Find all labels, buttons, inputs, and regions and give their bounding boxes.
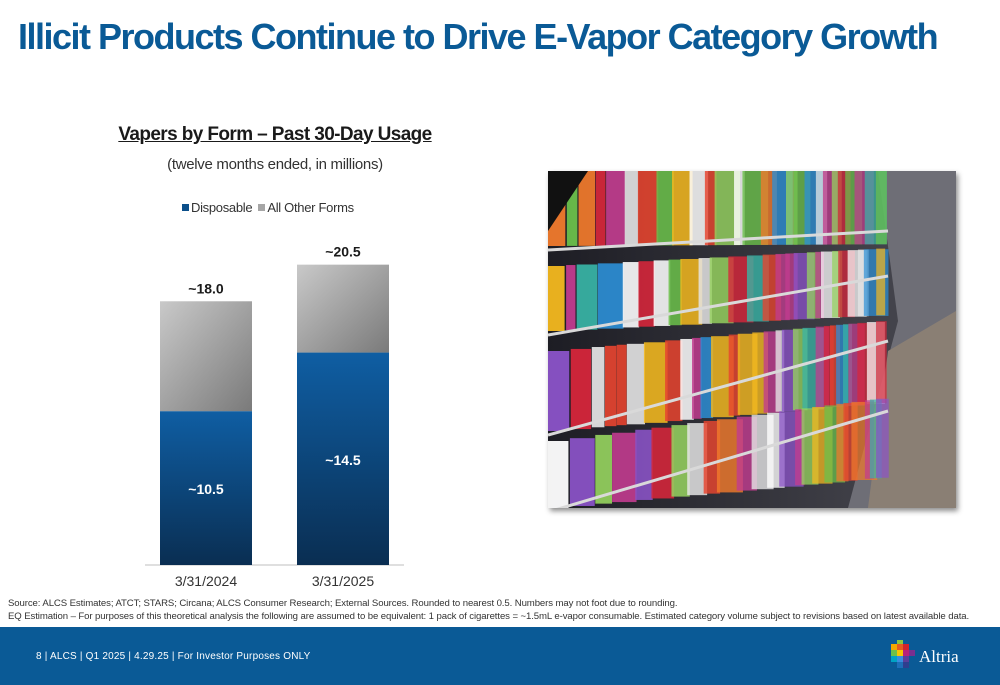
x-tick-label-1: 3/31/2025 (312, 573, 374, 589)
shelf-product (703, 420, 721, 494)
shelf-edge (548, 229, 889, 252)
shelf-product (704, 171, 717, 246)
shelf-product (836, 324, 848, 407)
logo-text: Altria (919, 647, 959, 666)
total-label-1: ~20.5 (325, 244, 361, 260)
shelf-product (624, 171, 639, 246)
data-label-disposable-1: ~14.5 (325, 452, 361, 468)
shelf-product (876, 248, 886, 316)
shelf-product (616, 344, 627, 426)
shelf-product (566, 171, 578, 246)
shelf-product (638, 261, 655, 327)
shelf-product (869, 399, 882, 479)
shelf-product (595, 434, 613, 504)
shelf-product (795, 409, 805, 486)
shelf-product (665, 340, 683, 422)
shelf-edge (548, 339, 889, 437)
shelf-edge (556, 409, 889, 508)
total-label-0: ~18.0 (188, 280, 224, 296)
bar-disposable-1 (297, 352, 389, 565)
bar-other-forms-0 (160, 301, 252, 412)
shelf-product (570, 348, 592, 430)
shelf-product (643, 342, 668, 423)
shelf-product (692, 337, 702, 419)
store-shelf-photo (548, 171, 956, 508)
legend-item-other: All Other Forms (258, 200, 354, 215)
footer-bar: 8 | ALCS | Q1 2025 | 4.29.25 | For Inves… (0, 627, 1000, 685)
bar-other-forms-1 (297, 264, 389, 353)
shelf-product (687, 423, 708, 496)
shelf-product (680, 338, 694, 420)
altria-logo-icon: Altria (891, 640, 971, 672)
shelf-product (576, 264, 598, 330)
shelf-product (604, 345, 617, 427)
shelf-product (728, 334, 741, 416)
shelf-product (651, 427, 675, 499)
legend-item-disposable: Disposable (182, 199, 253, 215)
source-note: Source: ALCS Estimates; ATCT; STARS; Cir… (8, 597, 998, 623)
shelf-product (864, 400, 875, 479)
shelf-product (700, 337, 714, 419)
shelf-product (622, 262, 640, 328)
legend-label-other: All Other Forms (267, 199, 354, 215)
x-tick-label-0: 3/31/2024 (175, 573, 237, 589)
legend-label-disposable: Disposable (191, 199, 253, 215)
shelf-product (823, 325, 834, 408)
shelf-product (875, 171, 887, 245)
shelf-product (597, 263, 624, 329)
shelf-product (548, 441, 569, 508)
shelf-product (595, 171, 606, 246)
chart-legend: Disposable All Other Forms (182, 199, 360, 215)
stacked-bar-chart: ~10.5 ~18.0 3/31/2024 ~14.5 ~20.5 3/31/2025 (145, 244, 404, 589)
shelf-product (815, 171, 828, 245)
source-line-2: EQ Estimation – For purposes of this the… (8, 611, 970, 622)
shelf-product (548, 351, 570, 431)
shelf-product (656, 171, 674, 246)
shelf-product (876, 321, 887, 404)
shelf-edge (548, 274, 889, 337)
logo-mosaic-icon (891, 640, 915, 668)
shelf-product (668, 259, 682, 326)
shelf-product (653, 260, 671, 326)
shelf-product (734, 171, 745, 246)
shelf-product (857, 249, 869, 317)
shelf-product (829, 325, 840, 408)
shelf-product (626, 343, 646, 425)
shelf-product (569, 438, 595, 506)
shelf-product (711, 336, 734, 418)
legend-swatch-other (258, 203, 266, 211)
shelf-product (606, 171, 626, 246)
shelf-product (815, 251, 824, 319)
source-line-1: Source: ALCS Estimates; ATCT; STARS; Cir… (8, 598, 678, 609)
shelf-product (689, 171, 709, 246)
data-label-disposable-0: ~10.5 (188, 481, 224, 497)
shelf-product (876, 398, 889, 478)
bar-disposable-0 (160, 411, 252, 565)
shelf-product (548, 266, 565, 331)
page-title: Illicit Products Continue to Drive E-Vap… (18, 16, 939, 57)
store-shelf-image (548, 171, 956, 508)
shelf-product (566, 265, 576, 331)
chart-subtitle: (twelve months ended, in millions) (167, 156, 383, 173)
shelf-product (578, 171, 596, 246)
legend-swatch-disposable (182, 203, 189, 211)
shelf-product (785, 171, 798, 245)
shelf-product (843, 324, 853, 406)
shelf-product (831, 171, 842, 245)
shelf-product (591, 347, 605, 428)
shelf-product (672, 171, 693, 246)
shelf-product (635, 429, 653, 500)
chart-title: Vapers by Form – Past 30-Day Usage (118, 124, 432, 145)
footer-text: 8 | ALCS | Q1 2025 | 4.29.25 | For Inves… (36, 651, 311, 662)
shelf-product (637, 171, 659, 246)
shelf-product (671, 425, 690, 497)
